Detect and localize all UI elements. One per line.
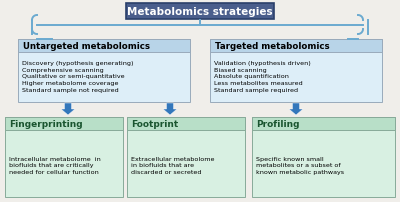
Text: Discovery (hypothesis generating)
Comprehensive scanning
Qualitative or semi-qua: Discovery (hypothesis generating) Compre…	[22, 61, 134, 93]
FancyBboxPatch shape	[252, 117, 395, 197]
Text: Fingerprinting: Fingerprinting	[9, 119, 83, 128]
FancyBboxPatch shape	[126, 4, 274, 20]
FancyBboxPatch shape	[210, 40, 382, 102]
Text: Footprint: Footprint	[131, 119, 178, 128]
Text: Validation (hypothesis driven)
Biased scanning
Absolute quantification
Less meta: Validation (hypothesis driven) Biased sc…	[214, 61, 311, 93]
Text: Intracellular metabolome  in
biofluids that are critically
needed for cellular f: Intracellular metabolome in biofluids th…	[9, 156, 101, 174]
Text: Specific known small
metabolites or a subset of
known metabolic pathways: Specific known small metabolites or a su…	[256, 156, 344, 174]
FancyBboxPatch shape	[210, 40, 382, 53]
Text: Profiling: Profiling	[256, 119, 300, 128]
FancyArrow shape	[61, 103, 75, 115]
FancyArrow shape	[163, 103, 177, 115]
FancyBboxPatch shape	[5, 117, 123, 197]
FancyBboxPatch shape	[5, 117, 123, 130]
Text: Extracellular metabolome
in biofluids that are
discarded or secreted: Extracellular metabolome in biofluids th…	[131, 156, 214, 174]
FancyArrow shape	[289, 103, 303, 115]
FancyBboxPatch shape	[127, 117, 245, 130]
Text: Metabolomics strategies: Metabolomics strategies	[127, 7, 273, 17]
FancyBboxPatch shape	[127, 117, 245, 197]
FancyBboxPatch shape	[18, 40, 190, 102]
Text: Targeted metabolomics: Targeted metabolomics	[215, 42, 330, 51]
FancyBboxPatch shape	[18, 40, 190, 53]
FancyBboxPatch shape	[252, 117, 395, 130]
Text: Untargeted metabolomics: Untargeted metabolomics	[23, 42, 150, 51]
